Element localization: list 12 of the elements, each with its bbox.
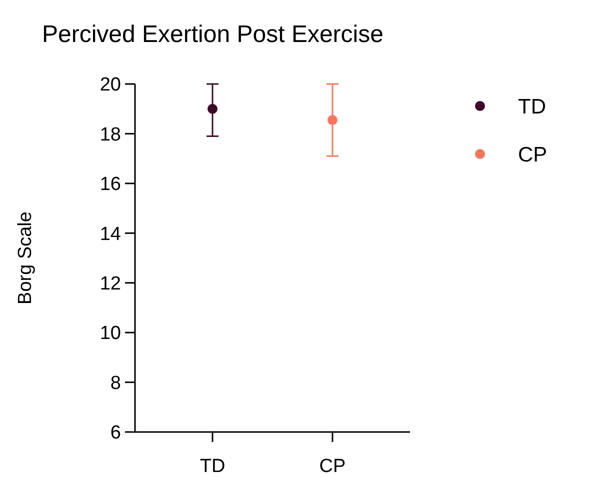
legend-label: TD — [518, 95, 546, 118]
y-tick-label: 16 — [100, 174, 121, 196]
y-tick-label: 14 — [100, 224, 122, 245]
y-tick-label: 12 — [100, 274, 121, 295]
chart-title: Percived Exertion Post Exercise — [42, 21, 384, 48]
legend-label: CP — [518, 143, 548, 166]
y-tick-label: 18 — [100, 124, 121, 146]
y-tick-label: 6 — [110, 422, 121, 444]
y-tick-label: 10 — [100, 323, 121, 344]
y-axis-title: Borg Scale — [15, 212, 36, 304]
y-tick-label: 8 — [110, 372, 121, 394]
y-tick-label: 20 — [100, 74, 121, 96]
